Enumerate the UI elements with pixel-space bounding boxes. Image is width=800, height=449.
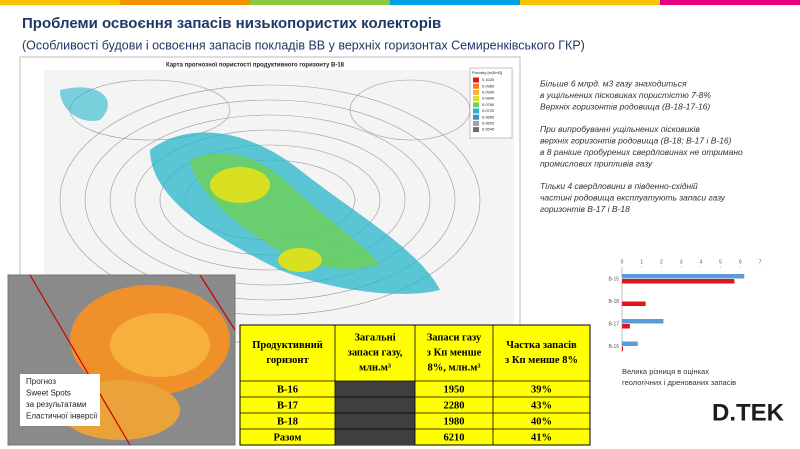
- note-line: в 8 раніше пробурених свердловинах не от…: [540, 147, 743, 157]
- table-header: Загальні: [354, 332, 395, 343]
- bar: [622, 279, 735, 284]
- bar: [622, 319, 664, 324]
- table-cell: 40%: [531, 416, 552, 427]
- x-tick-label: 0: [621, 259, 624, 265]
- table-cell: 39%: [531, 384, 552, 395]
- legend-label: 0.0780: [482, 102, 495, 107]
- table-cell-dark: [335, 413, 415, 429]
- table-cell-dark: [335, 397, 415, 413]
- legend-label: 0.0900: [482, 89, 495, 94]
- y-tick-label: В-18: [608, 299, 619, 305]
- map-title: Карта прогнозної пористості продуктивног…: [166, 63, 345, 69]
- table-header: з Кп менше 8%: [505, 355, 578, 366]
- logo: D.TEK: [712, 399, 785, 426]
- chart-caption: Велика різниця в оцінках: [622, 367, 709, 376]
- note-line: Верхніх горизонтів родовища (В-18-17-16): [540, 101, 710, 111]
- x-tick-label: 5: [719, 259, 722, 265]
- table-header: 8%, млн.м³: [427, 362, 480, 373]
- note-line: верхніх горизонтів родовища (В-18; В-17 …: [540, 135, 732, 145]
- legend-swatch: [473, 108, 479, 114]
- y-tick-label: В-17: [608, 321, 619, 327]
- x-tick-label: 3: [680, 259, 683, 265]
- bar: [622, 324, 630, 329]
- table-cell: 41%: [531, 432, 552, 443]
- legend-label: 0.0960: [482, 83, 495, 88]
- inset-caption: Еластичної інверсії: [26, 412, 98, 421]
- table-cell: 43%: [531, 400, 552, 411]
- note-line: в ущільнених пісковиках пористістю 7-8%: [540, 90, 711, 100]
- x-tick-label: 4: [699, 259, 702, 265]
- legend-swatch: [473, 120, 479, 126]
- y-tick-label: В-16: [608, 344, 619, 350]
- x-tick-label: 2: [660, 259, 663, 265]
- table-cell: В-16: [277, 384, 298, 395]
- table-cell: В-18: [277, 416, 298, 427]
- table-header: запаси газу,: [348, 347, 403, 358]
- table-cell-dark: [335, 429, 415, 445]
- legend-label: 0.0840: [482, 96, 495, 101]
- note-line: промислових припливів газу: [540, 158, 653, 168]
- legend-swatch: [473, 114, 479, 120]
- x-tick-label: 6: [739, 259, 742, 265]
- note-line: горизонтів В-17 і В-18: [540, 204, 630, 214]
- legend-label: 0.0600: [482, 120, 495, 125]
- legend-label: 0.0540: [482, 127, 495, 132]
- table-header: млн.м³: [359, 362, 391, 373]
- note-line: частині родовища експлуатують запаси газ…: [540, 192, 726, 202]
- legend-swatch: [473, 77, 479, 83]
- legend-swatch: [473, 102, 479, 108]
- note-line: При випробуванні ущільнених пісковиків: [540, 124, 700, 134]
- bar: [622, 346, 623, 351]
- table-header: Частка запасів: [506, 340, 577, 351]
- bar: [622, 341, 638, 346]
- legend-label: 0.0720: [482, 108, 495, 113]
- table-cell: 1980: [444, 416, 465, 427]
- inset-map: Прогноз Sweet Spots за результатами Еластич…: [7, 274, 236, 446]
- table-cell: В-17: [277, 400, 298, 411]
- slide-title: Проблеми освоєння запасів низькопористих…: [22, 15, 441, 32]
- table-cell-dark: [335, 381, 415, 397]
- legend-label: 0.1020: [482, 77, 495, 82]
- table-cell: 1950: [444, 384, 465, 395]
- map-legend-title: Porosity [m3/m3]: [472, 70, 502, 75]
- table-header: горизонт: [266, 355, 309, 366]
- x-tick-label: 7: [759, 259, 762, 265]
- table-header: Продуктивний: [252, 340, 323, 351]
- inset-caption: Sweet Spots: [26, 389, 71, 398]
- table-header: з Кп менше: [427, 347, 482, 358]
- top-stripe: [0, 0, 800, 5]
- legend-swatch: [473, 83, 479, 89]
- inset-caption: за результатами: [26, 400, 87, 409]
- table-cell: Разом: [273, 432, 301, 443]
- legend-swatch: [473, 89, 479, 95]
- table-header: Запаси газу: [427, 332, 482, 343]
- note-line: Більше 6 млрд. м3 газу знаходиться: [540, 78, 687, 88]
- legend-swatch: [473, 127, 479, 133]
- bar: [622, 274, 745, 279]
- bar: [622, 301, 646, 306]
- note-line: Тільки 4 свердловини в південно-східній: [540, 181, 698, 191]
- legend-label: 0.0660: [482, 114, 495, 119]
- legend-swatch: [473, 96, 479, 102]
- table-cell: 6210: [444, 432, 465, 443]
- slide-subtitle: (Особливості будови і освоєння запасів п…: [22, 38, 585, 52]
- table-cell: 2280: [444, 400, 465, 411]
- x-tick-label: 1: [640, 259, 643, 265]
- inset-caption: Прогноз: [26, 377, 56, 386]
- y-tick-label: В-15: [608, 276, 619, 282]
- chart-caption: геологічних і дренованих запасів: [622, 378, 736, 387]
